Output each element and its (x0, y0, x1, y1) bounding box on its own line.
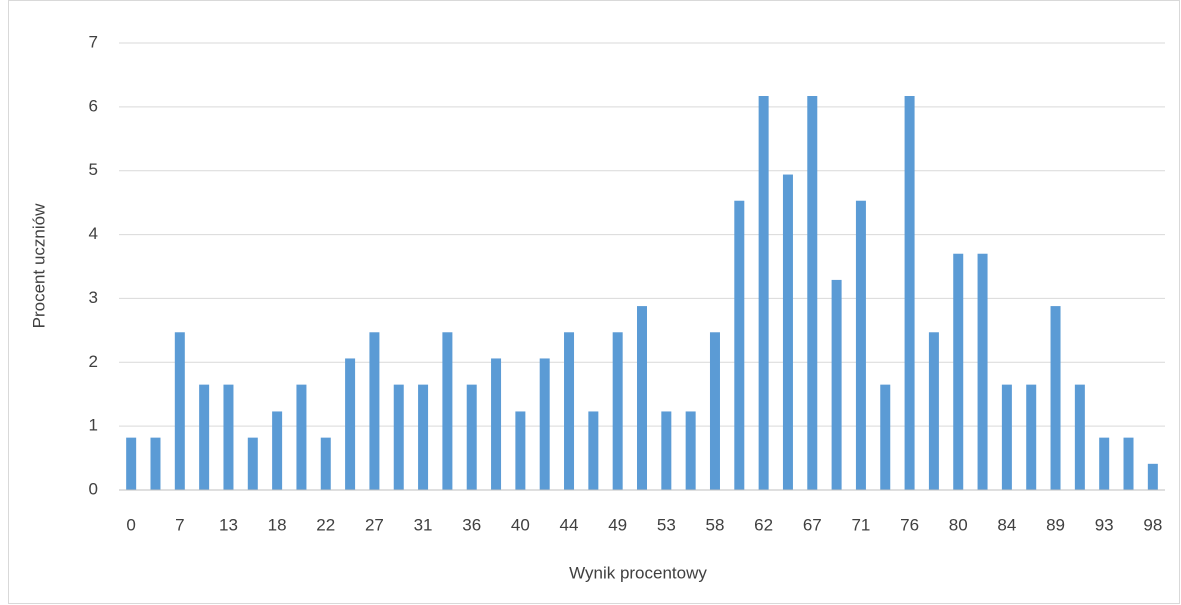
x-tick-label: 40 (511, 515, 530, 534)
bar (515, 411, 526, 490)
bar (247, 437, 258, 490)
bar (369, 332, 380, 490)
bar (977, 253, 988, 490)
x-tick-label: 71 (851, 515, 870, 534)
bar (564, 332, 575, 490)
bar (296, 384, 307, 490)
bar (953, 253, 964, 490)
x-tick-label: 49 (608, 515, 627, 534)
y-tick-label: 3 (89, 288, 98, 307)
bar (1099, 437, 1110, 490)
y-tick-label: 0 (89, 479, 98, 498)
bar (758, 96, 769, 490)
bar (1123, 437, 1134, 490)
y-tick-label: 6 (89, 96, 98, 115)
bar (661, 411, 672, 490)
bar (734, 200, 745, 490)
x-tick-label: 18 (268, 515, 287, 534)
x-tick-label: 80 (949, 515, 968, 534)
x-axis-title: Wynik procentowy (569, 563, 707, 582)
x-tick-label: 62 (754, 515, 773, 534)
x-tick-label: 13 (219, 515, 238, 534)
bar (928, 332, 939, 490)
bar (174, 332, 185, 490)
x-tick-label: 22 (316, 515, 335, 534)
y-axis-title: Procent uczniów (29, 203, 48, 328)
bar (223, 384, 234, 490)
bar (880, 384, 891, 490)
bar (126, 437, 137, 490)
bar (150, 437, 161, 490)
bar (685, 411, 696, 490)
chart-frame (8, 0, 1180, 604)
bar (272, 411, 283, 490)
y-tick-label: 5 (89, 160, 98, 179)
bar (831, 279, 842, 490)
y-tick-label: 2 (89, 352, 98, 371)
y-tick-label: 1 (89, 416, 98, 435)
bar (588, 411, 599, 490)
x-tick-label: 98 (1143, 515, 1162, 534)
x-tick-label: 58 (706, 515, 725, 534)
bar (418, 384, 429, 490)
x-tick-label: 0 (126, 515, 135, 534)
bar (1074, 384, 1085, 490)
bar (442, 332, 453, 490)
bar (855, 200, 866, 490)
x-tick-label: 31 (414, 515, 433, 534)
x-tick-label: 53 (657, 515, 676, 534)
x-tick-label: 36 (462, 515, 481, 534)
bar (1026, 384, 1037, 490)
bar (199, 384, 210, 490)
x-tick-label: 44 (560, 515, 579, 534)
bar (1147, 463, 1158, 490)
y-tick-label: 7 (89, 32, 98, 51)
x-tick-label: 67 (803, 515, 822, 534)
x-tick-label: 27 (365, 515, 384, 534)
bar (637, 306, 647, 490)
y-tick-label: 4 (89, 224, 98, 243)
x-tick-label: 76 (900, 515, 919, 534)
x-tick-label: 84 (997, 515, 1016, 534)
bar (709, 332, 720, 490)
bar (904, 96, 915, 490)
x-tick-label: 93 (1095, 515, 1114, 534)
bar (393, 384, 404, 490)
bar (320, 437, 331, 490)
bar (1001, 384, 1012, 490)
x-tick-label: 89 (1046, 515, 1065, 534)
x-tick-label: 7 (175, 515, 184, 534)
bar (466, 384, 477, 490)
bar (539, 358, 550, 490)
bar (1050, 306, 1061, 490)
bar (612, 332, 623, 490)
bar (491, 358, 502, 490)
bar (782, 174, 793, 490)
bar (807, 96, 818, 490)
bar (345, 358, 356, 490)
